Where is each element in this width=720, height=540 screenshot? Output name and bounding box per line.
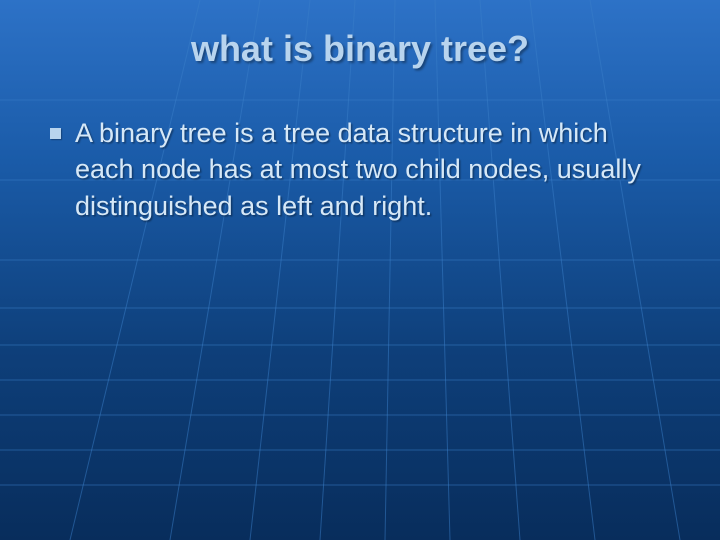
bullet-text: A binary tree is a tree data structure i…: [75, 115, 670, 224]
slide-body: A binary tree is a tree data structure i…: [50, 115, 670, 224]
slide-title: what is binary tree?: [0, 28, 720, 70]
grid-svg: [0, 0, 720, 540]
background-grid: [0, 0, 720, 540]
bullet-square-icon: [50, 128, 61, 139]
presentation-slide: what is binary tree? A binary tree is a …: [0, 0, 720, 540]
bullet-item: A binary tree is a tree data structure i…: [50, 115, 670, 224]
